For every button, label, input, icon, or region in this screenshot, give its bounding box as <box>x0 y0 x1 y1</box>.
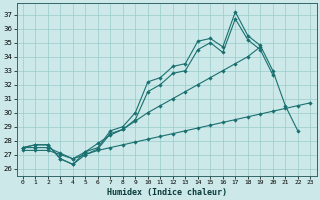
X-axis label: Humidex (Indice chaleur): Humidex (Indice chaleur) <box>107 188 227 197</box>
